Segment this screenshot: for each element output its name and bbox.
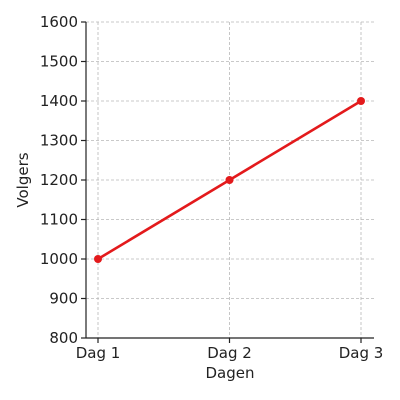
data-point [94,255,102,263]
grid [86,21,374,339]
series [94,97,365,263]
x-tick-label: Dag 3 [339,344,384,362]
ticks: 800 900 1000 1100 1200 1300 1400 1500 1600 Dag 1 D… [40,13,383,362]
y-tick-label: 1000 [40,250,78,268]
y-tick-label: 1500 [40,53,78,71]
y-tick-label: 1300 [40,132,78,150]
x-tick-label: Dag 1 [76,344,121,362]
x-tick-label: Dag 2 [207,344,252,362]
y-tick-label: 1100 [40,211,78,229]
y-tick-label: 1200 [40,171,78,189]
x-axis-label: Dagen [206,364,255,382]
y-tick-label: 800 [49,329,78,347]
y-axis-label: Volgers [14,152,32,207]
data-point [225,176,234,184]
y-tick-label: 1400 [40,92,78,110]
y-tick-label: 1600 [40,13,78,31]
data-point [357,97,365,105]
y-tick-label: 900 [49,290,78,308]
